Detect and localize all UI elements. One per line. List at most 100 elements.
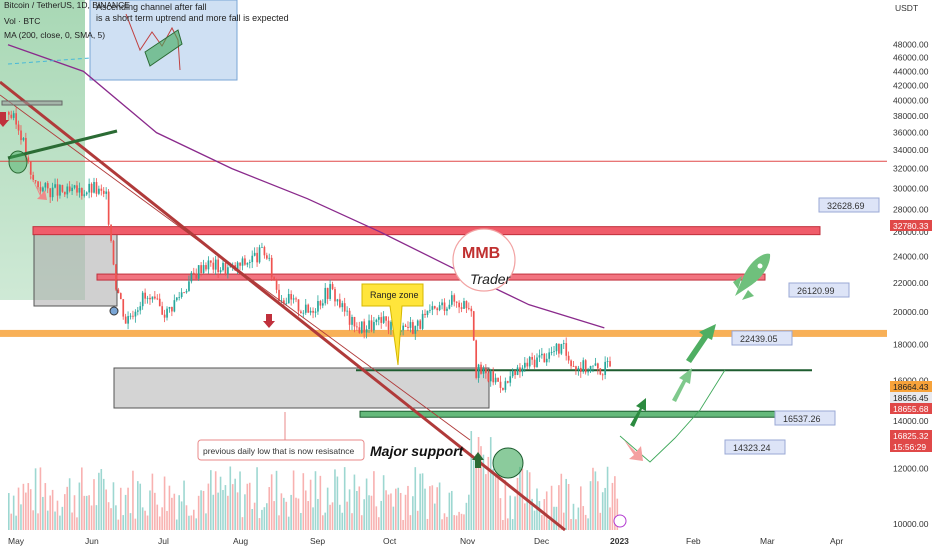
- volume-bar: [185, 505, 188, 530]
- candle-body: [253, 252, 256, 256]
- volume-bar: [331, 502, 334, 530]
- volume-bar: [12, 495, 15, 530]
- volume-bar: [382, 475, 385, 530]
- volume-bar: [570, 519, 572, 530]
- volume-bar: [229, 466, 232, 530]
- candle-body: [365, 329, 368, 333]
- level-14323-band: [359, 410, 835, 418]
- volume-bar: [100, 469, 103, 530]
- support-trendline: [7, 129, 118, 160]
- volume-bar: [110, 508, 112, 530]
- candle-body: [343, 303, 346, 312]
- volume-bar: [341, 512, 344, 530]
- volume-bar: [363, 499, 365, 530]
- consolidation-box-1: [33, 233, 118, 307]
- candle-body: [494, 377, 497, 383]
- volume-bar: [132, 470, 134, 530]
- volume-bar: [553, 506, 555, 530]
- candle-body: [78, 188, 81, 193]
- candle-body: [541, 353, 543, 356]
- volume-bar: [231, 484, 234, 530]
- candle-body: [156, 298, 159, 300]
- major-support-label: Major support: [370, 443, 465, 459]
- candle-body: [76, 185, 78, 193]
- x-tick-label: Nov: [460, 536, 476, 546]
- volume-bar: [115, 505, 117, 530]
- candle-body: [472, 311, 475, 341]
- candle-body: [526, 362, 529, 367]
- volume-bar: [438, 482, 441, 530]
- volume-bar: [441, 519, 443, 530]
- y-tick-label: 44000.00: [893, 66, 929, 76]
- price-axis[interactable]: USDT 10000.00 12000.00 14000.00 16000.00 1800…: [893, 3, 929, 529]
- volume-bar: [44, 483, 47, 530]
- volume-bar: [404, 494, 407, 530]
- candle-body: [119, 293, 122, 300]
- candle-body: [312, 310, 314, 313]
- volume-bar: [402, 519, 404, 530]
- x-tick-label: Feb: [686, 536, 701, 546]
- candle-body: [409, 322, 412, 328]
- candle-body: [146, 297, 149, 299]
- volume-bar: [295, 497, 297, 530]
- moving-average-line: [7, 44, 605, 329]
- candle-body: [353, 316, 356, 327]
- candle-body: [139, 306, 142, 311]
- y-tick-label: 46000.00: [893, 53, 929, 63]
- level-22439-band: [96, 273, 766, 281]
- candle-body: [61, 185, 64, 192]
- candle-body: [56, 184, 59, 196]
- volume-bar: [431, 485, 434, 530]
- candle-body: [577, 367, 580, 370]
- projection-up-arrow-3: [686, 324, 716, 363]
- volume-bar: [151, 473, 154, 530]
- y-tick-label: 20000.00: [893, 307, 929, 317]
- candle-body: [341, 303, 344, 308]
- down-arrow-3: [263, 314, 275, 328]
- volume-bar: [409, 515, 412, 530]
- candle-body: [465, 301, 468, 309]
- volume-bar: [39, 467, 42, 530]
- volume-bar: [270, 474, 273, 530]
- candle-body: [545, 358, 548, 363]
- candle-body: [149, 297, 151, 300]
- logo-text-top: MMB: [462, 245, 500, 262]
- candle-body: [482, 368, 485, 374]
- rocket-window: [757, 263, 763, 269]
- candle-body: [477, 364, 480, 378]
- candle-body: [468, 308, 470, 310]
- candle-body: [424, 313, 426, 315]
- volume-bar: [207, 483, 210, 530]
- volume-bar: [90, 505, 93, 530]
- volume-bar: [343, 467, 346, 530]
- volume-bar: [538, 501, 541, 530]
- y-tick-label: 16000.00: [893, 375, 929, 385]
- candle-body: [463, 301, 465, 309]
- axis-badge: [890, 430, 932, 441]
- volume-bar: [85, 495, 88, 530]
- volume-bar: [51, 489, 54, 530]
- volume-bar: [166, 510, 168, 530]
- volume-bar: [387, 494, 390, 530]
- volume-bar: [307, 501, 309, 530]
- time-axis[interactable]: May Jun Jul Aug Sep Oct Nov Dec 2023 Feb Mar Apr: [8, 514, 843, 546]
- candle-body: [239, 262, 241, 266]
- candle-body: [519, 367, 521, 373]
- volume-bar: [480, 446, 482, 530]
- volume-bar: [380, 500, 383, 530]
- volume-bar: [548, 519, 550, 530]
- candle-body: [195, 273, 198, 279]
- candle-body: [548, 352, 551, 359]
- y-tick-label: 40000.00: [893, 95, 929, 105]
- candle-body: [20, 130, 22, 141]
- candle-body: [363, 321, 366, 333]
- candle-body: [584, 360, 587, 373]
- candle-body: [475, 340, 478, 378]
- volume-bar: [239, 471, 241, 530]
- volume-bar: [368, 495, 370, 530]
- candle-body: [458, 302, 460, 308]
- candle-body: [129, 315, 132, 317]
- candle-body: [15, 113, 18, 125]
